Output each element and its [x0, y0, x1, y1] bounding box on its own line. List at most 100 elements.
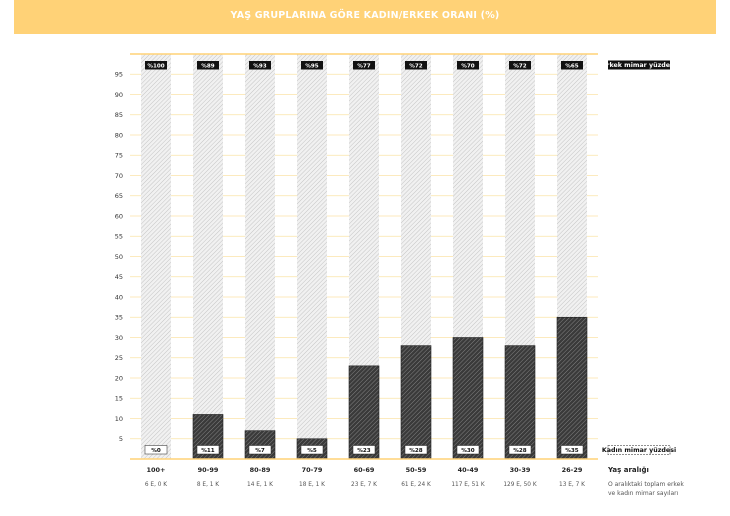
female-pct-badge	[456, 445, 480, 455]
x-count-label: 6 E, 0 K	[145, 482, 167, 488]
x-category-label: 80-89	[250, 466, 271, 474]
female-pct-label: %7	[255, 448, 265, 454]
bar-female	[244, 430, 276, 460]
female-pct-label: %11	[201, 448, 214, 454]
male-pct-label: %72	[409, 63, 422, 69]
y-axis-ticks: 5 10 15 20 25 30 35 40 45 50 55 60 65 70 75 80 85 90 95	[115, 71, 123, 443]
male-pct-badge	[457, 61, 479, 70]
y-tick-label: 40	[115, 293, 123, 301]
bar-female	[348, 365, 380, 460]
male-pct-badge	[197, 61, 219, 70]
x-category-label: 100+	[146, 466, 165, 474]
female-pct-label: %28	[409, 448, 422, 454]
x-count-label: 61 E, 24 K	[401, 482, 431, 488]
y-tick-label: 45	[115, 273, 123, 281]
female-pct-badge	[196, 445, 220, 455]
x-category-label: 50-59	[406, 466, 427, 474]
bar-male	[297, 54, 327, 439]
female-pct-badge	[300, 445, 324, 455]
bar-male	[193, 54, 223, 415]
male-pct-label: %95	[305, 63, 318, 69]
male-pct-label: %89	[201, 63, 214, 69]
female-pct-label: %5	[307, 448, 317, 454]
y-tick-label: 70	[115, 172, 123, 180]
y-tick-label: 5	[119, 435, 123, 443]
female-pct-label: %35	[565, 448, 578, 454]
y-tick-label: 50	[115, 253, 123, 261]
x-category-label: 30-39	[510, 466, 531, 474]
male-pct-label: %93	[253, 63, 266, 69]
bar-male	[245, 54, 275, 431]
y-tick-label: 60	[115, 212, 123, 220]
y-tick-label: 15	[115, 395, 123, 403]
bar-female	[504, 345, 536, 460]
legend-male-swatch	[608, 60, 670, 70]
x-axis-labels: 100+ 6 E, 0 K 90-99 8 E, 1 K 80-89 14 E, 1 K 7…	[145, 466, 684, 497]
x-count-label: 117 E, 51 K	[451, 482, 484, 488]
y-tick-label: 20	[115, 374, 123, 382]
bar-male	[349, 54, 379, 366]
legend-female-swatch	[607, 445, 671, 455]
y-tick-label: 80	[115, 131, 123, 139]
male-pct-label: %77	[357, 63, 370, 69]
male-pct-badge	[405, 61, 427, 70]
x-category-label: 26-29	[562, 466, 583, 474]
female-pct-badge	[352, 445, 376, 455]
female-pct-badge	[560, 445, 584, 455]
female-pct-badge	[144, 445, 168, 455]
x-count-label: 129 E, 50 K	[503, 482, 536, 488]
bars-layer: %100 %0 %89 %11 %93 %7 %95 %5 %77 %23 %72 %28 %70 %30…	[141, 54, 588, 460]
bar-male	[401, 54, 431, 346]
x-count-label: 8 E, 1 K	[197, 482, 219, 488]
x-count-label: 23 E, 7 K	[351, 482, 377, 488]
male-pct-label: %65	[565, 63, 578, 69]
x-count-label: 13 E, 7 K	[559, 482, 585, 488]
male-pct-badge	[145, 61, 167, 70]
legend-female-label: Kadın mimar yüzdesi	[602, 447, 676, 454]
x-category-label: 60-69	[354, 466, 375, 474]
male-pct-badge	[353, 61, 375, 70]
header-banner: YAŞ GRUPLARINA GÖRE KADIN/ERKEK ORANI (%…	[14, 0, 716, 34]
female-pct-badge	[248, 445, 272, 455]
y-tick-label: 85	[115, 111, 123, 119]
x-category-label: 90-99	[198, 466, 219, 474]
y-tick-label: 95	[115, 71, 123, 79]
bar-male	[453, 54, 483, 338]
x-category-label: 70-79	[302, 466, 323, 474]
y-tick-label: 65	[115, 192, 123, 200]
x-category-label: 40-49	[458, 466, 479, 474]
x-axis-title: Yaş aralığı	[607, 466, 649, 474]
y-tick-label: 90	[115, 91, 123, 99]
male-pct-label: %72	[513, 63, 526, 69]
y-tick-label: 35	[115, 314, 123, 322]
bar-female	[556, 316, 588, 460]
male-pct-badge	[561, 61, 583, 70]
male-pct-badge	[301, 61, 323, 70]
male-pct-badge	[249, 61, 271, 70]
chart-title: YAŞ GRUPLARINA GÖRE KADIN/ERKEK ORANI (%…	[230, 10, 500, 21]
legend-male-label: Erkek mimar yüzdesi	[602, 62, 676, 69]
male-pct-label: %100	[147, 63, 164, 69]
axis-lines	[130, 53, 598, 460]
female-pct-badge	[508, 445, 532, 455]
y-tick-label: 30	[115, 334, 123, 342]
y-tick-label: 10	[115, 415, 123, 423]
y-tick-label: 55	[115, 233, 123, 241]
y-tick-label: 75	[115, 152, 123, 160]
x-axis-note: O aralıktaki toplam erkek ve kadın mimar …	[608, 481, 684, 497]
x-count-label: 14 E, 1 K	[247, 482, 273, 488]
bar-male	[557, 54, 587, 318]
bar-female	[452, 337, 484, 460]
y-tick-label: 25	[115, 354, 123, 362]
female-pct-label: %23	[357, 448, 370, 454]
female-pct-label: %0	[151, 448, 161, 454]
bar-female	[400, 345, 432, 460]
female-pct-label: %30	[461, 448, 474, 454]
male-pct-label: %70	[461, 63, 474, 69]
female-pct-label: %28	[513, 448, 526, 454]
x-count-label: 18 E, 1 K	[299, 482, 325, 488]
bar-male	[141, 54, 171, 459]
legend: Erkek mimar yüzdesi Kadın mimar yüzdesi	[602, 60, 676, 455]
female-pct-badge	[404, 445, 428, 455]
